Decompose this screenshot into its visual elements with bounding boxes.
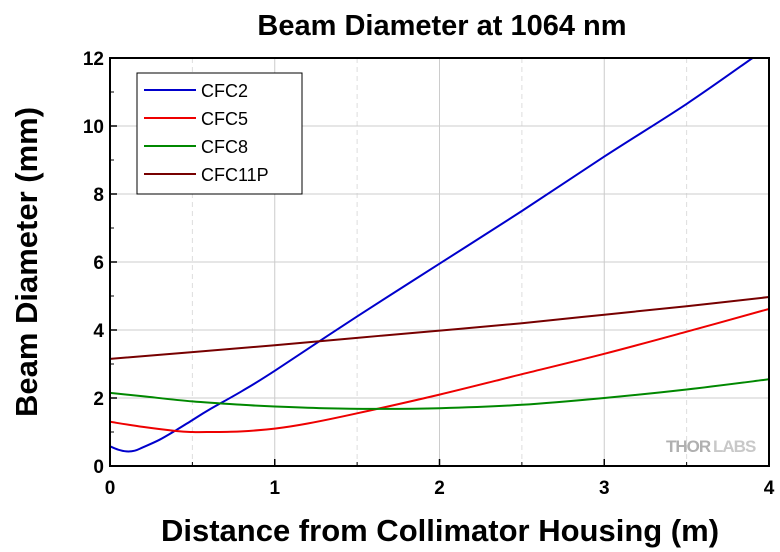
- x-tick-label: 1: [269, 478, 280, 499]
- x-tick-label: 3: [599, 478, 610, 499]
- legend-label-cfc8: CFC8: [201, 137, 248, 157]
- thorlabs-watermark: THOR LABS: [666, 437, 757, 456]
- series-line-cfc2: [110, 58, 754, 453]
- y-tick-label: 2: [93, 389, 104, 410]
- legend: CFC2 CFC5 CFC8 CFC11P: [144, 81, 269, 185]
- y-axis-title: Beam Diameter (mm): [9, 107, 44, 417]
- legend-label-cfc2: CFC2: [201, 81, 248, 101]
- legend-label-cfc5: CFC5: [201, 109, 248, 129]
- series-line-cfc8: [110, 378, 769, 410]
- y-tick-label: 10: [83, 117, 104, 138]
- watermark-text-labs: LABS: [713, 437, 756, 456]
- legend-box: [136, 72, 303, 195]
- x-tick-label: 0: [105, 478, 116, 499]
- chart-title: Beam Diameter at 1064 nm: [257, 10, 626, 42]
- x-tick-label: 4: [764, 478, 775, 499]
- series-line-cfc5: [110, 307, 769, 434]
- series-line-cfc11p: [110, 296, 769, 360]
- y-tick-label: 0: [93, 457, 104, 478]
- y-tick-label: 12: [83, 49, 104, 70]
- x-tick-label: 2: [434, 478, 445, 499]
- y-tick-label: 4: [93, 321, 104, 342]
- y-tick-label: 6: [93, 253, 104, 274]
- watermark-text-thor: THOR: [666, 437, 711, 456]
- y-tick-label: 8: [93, 185, 104, 206]
- series-lines: [110, 58, 769, 453]
- legend-label-cfc11p: CFC11P: [201, 165, 269, 185]
- x-axis-title: Distance from Collimator Housing (m): [161, 513, 719, 548]
